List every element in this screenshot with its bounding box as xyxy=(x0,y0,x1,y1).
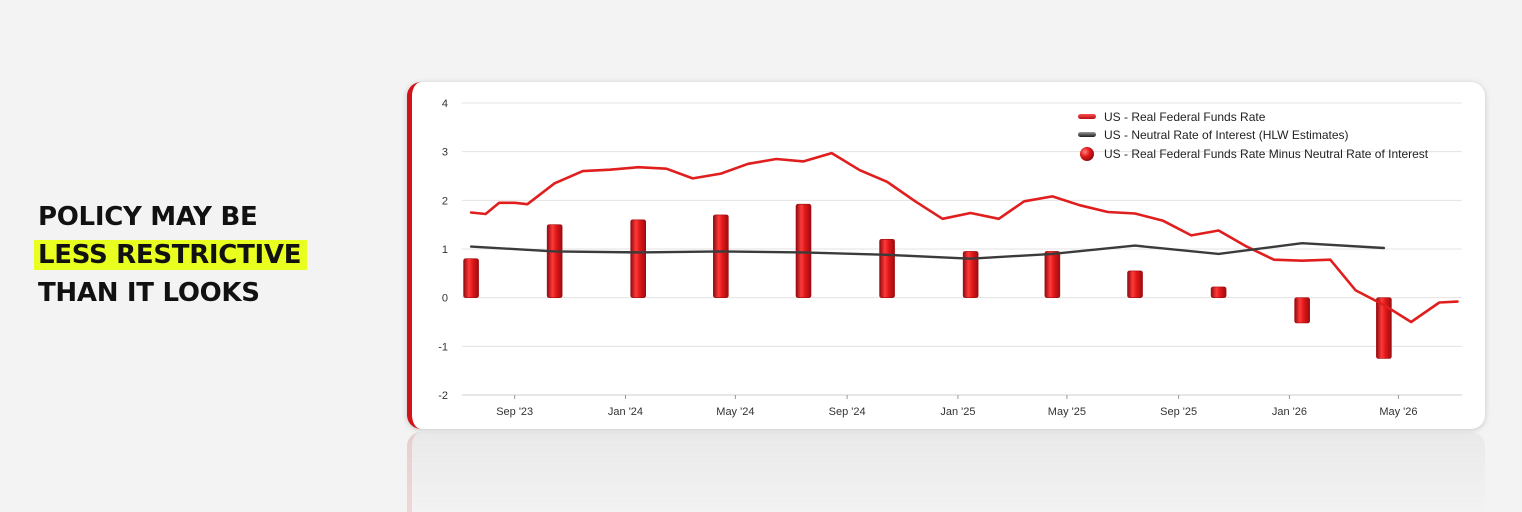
y-tick-label: 0 xyxy=(442,293,448,305)
bar xyxy=(795,203,812,298)
bar xyxy=(1294,297,1310,324)
legend-label-real-rate: US - Real Federal Funds Rate xyxy=(1104,110,1266,124)
y-tick-label: 3 xyxy=(442,147,448,159)
bar xyxy=(546,224,563,298)
x-tick-label: May '26 xyxy=(1379,406,1417,418)
headline: POLICY MAY BE LESS RESTRICTIVE THAN IT L… xyxy=(34,198,308,312)
series-line-neutral-rate xyxy=(469,241,1386,260)
legend-swatch-real-rate xyxy=(1078,114,1096,119)
headline-line-2-highlighted: LESS RESTRICTIVE xyxy=(34,240,308,270)
chart: -2 -1 0 1 2 3 4 Sep '23 Jan '24 May '24 Sep '24 Ja… xyxy=(438,98,1462,418)
y-tick-label: 2 xyxy=(442,195,448,207)
card-reflection xyxy=(407,432,1485,512)
y-tick-label: -2 xyxy=(438,390,448,402)
bar xyxy=(1044,251,1061,298)
x-tick-label: Sep '24 xyxy=(829,406,866,418)
legend-swatch-spread xyxy=(1080,147,1094,161)
y-tick-label: 1 xyxy=(442,244,448,256)
legend-swatch-neutral-rate xyxy=(1078,132,1096,137)
bar xyxy=(1376,297,1392,359)
bar xyxy=(962,251,979,298)
headline-line-3: THAN IT LOOKS xyxy=(38,278,260,308)
legend-label-spread: US - Real Federal Funds Rate Minus Neutr… xyxy=(1104,147,1429,161)
x-tick-label: Jan '25 xyxy=(940,406,975,418)
x-axis-ticks: Sep '23 Jan '24 May '24 Sep '24 Jan '25 May '… xyxy=(496,395,1418,418)
bar xyxy=(463,258,479,298)
series-line-real-rate xyxy=(469,151,1459,324)
lines xyxy=(469,151,1459,324)
grid xyxy=(462,102,1462,396)
bars xyxy=(463,203,1392,359)
bar xyxy=(1127,270,1143,298)
headline-line-1: POLICY MAY BE xyxy=(38,202,258,232)
y-axis-ticks: -2 -1 0 1 2 3 4 xyxy=(438,98,448,402)
x-tick-label: Jan '24 xyxy=(608,406,643,418)
legend-label-neutral-rate: US - Neutral Rate of Interest (HLW Estim… xyxy=(1104,128,1349,142)
x-tick-label: May '24 xyxy=(716,406,754,418)
bar xyxy=(1210,286,1227,298)
chart-card: -2 -1 0 1 2 3 4 Sep '23 Jan '24 May '24 Sep '24 Ja… xyxy=(407,82,1485,429)
y-tick-label: -1 xyxy=(438,341,448,353)
x-tick-label: May '25 xyxy=(1048,406,1086,418)
legend: US - Real Federal Funds Rate US - Neutral… xyxy=(1078,110,1429,161)
y-tick-label: 4 xyxy=(442,98,448,110)
bar xyxy=(879,238,895,298)
bar xyxy=(713,214,729,298)
bar xyxy=(630,219,647,298)
x-tick-label: Jan '26 xyxy=(1272,406,1307,418)
x-tick-label: Sep '25 xyxy=(1160,406,1197,418)
x-tick-label: Sep '23 xyxy=(496,406,533,418)
